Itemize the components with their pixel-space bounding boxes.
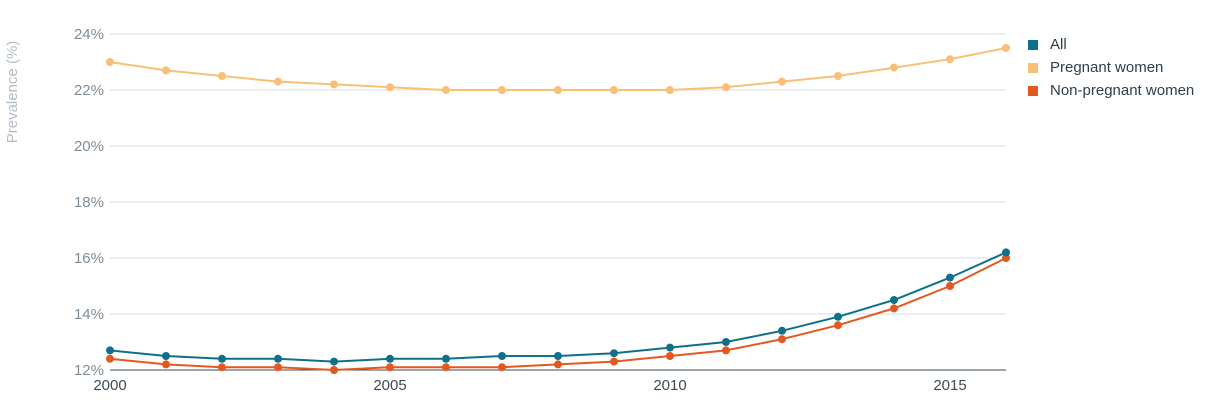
legend-swatch-non-pregnant-women — [1028, 85, 1038, 96]
x-tick-label: 2010 — [653, 377, 686, 394]
data-point-pregnant-women[interactable] — [890, 63, 898, 72]
data-point-all[interactable] — [946, 273, 954, 282]
data-point-pregnant-women[interactable] — [1002, 44, 1010, 52]
x-tick-label: 2015 — [933, 377, 966, 394]
y-tick-label: 18% — [74, 194, 104, 211]
legend-swatch-all — [1028, 39, 1038, 50]
legend-item-pregnant-women[interactable]: Pregnant women — [1028, 56, 1194, 79]
data-point-all[interactable] — [666, 343, 674, 352]
data-point-all[interactable] — [386, 354, 394, 363]
data-point-all[interactable] — [498, 352, 506, 360]
data-point-non-pregnant-women[interactable] — [498, 363, 506, 372]
data-point-pregnant-women[interactable] — [778, 77, 786, 86]
data-point-pregnant-women[interactable] — [946, 55, 954, 64]
data-point-non-pregnant-women[interactable] — [778, 335, 786, 344]
data-point-non-pregnant-women[interactable] — [218, 363, 226, 372]
data-point-all[interactable] — [890, 296, 898, 304]
data-point-all[interactable] — [162, 352, 170, 360]
data-point-all[interactable] — [722, 338, 730, 346]
series-pregnant-women — [106, 44, 1010, 94]
data-point-non-pregnant-women[interactable] — [162, 360, 170, 369]
series-lines — [106, 44, 1010, 374]
legend-item-all[interactable]: All — [1028, 33, 1194, 56]
y-tick-label: 20% — [74, 138, 104, 155]
data-point-all[interactable] — [106, 346, 114, 355]
y-tick-label: 22% — [74, 82, 104, 99]
series-all — [106, 248, 1010, 366]
data-point-non-pregnant-women[interactable] — [666, 352, 674, 360]
y-tick-label: 24% — [74, 26, 104, 43]
data-point-pregnant-women[interactable] — [666, 86, 674, 94]
legend-label-all: All — [1050, 36, 1067, 53]
x-tick-label: 2005 — [373, 377, 406, 394]
data-point-non-pregnant-women[interactable] — [106, 354, 114, 363]
data-point-non-pregnant-women[interactable] — [722, 346, 730, 355]
data-point-non-pregnant-women[interactable] — [386, 363, 394, 372]
data-point-pregnant-women[interactable] — [554, 86, 562, 94]
data-point-all[interactable] — [274, 354, 282, 363]
series-non-pregnant-women — [106, 254, 1010, 374]
data-point-non-pregnant-women[interactable] — [890, 304, 898, 313]
data-point-all[interactable] — [610, 349, 618, 358]
data-point-all[interactable] — [834, 312, 842, 321]
data-point-pregnant-women[interactable] — [834, 72, 842, 80]
legend-item-non-pregnant-women[interactable]: Non-pregnant women — [1028, 79, 1194, 102]
data-point-non-pregnant-women[interactable] — [946, 282, 954, 290]
y-axis-tick-labels: 12% 14% 16% 18% 20% 22% 24% — [74, 26, 104, 379]
data-point-pregnant-women[interactable] — [442, 86, 450, 94]
data-point-pregnant-women[interactable] — [218, 72, 226, 80]
data-point-all[interactable] — [330, 357, 338, 366]
data-point-all[interactable] — [442, 354, 450, 363]
y-axis-title: Prevalence (%) — [4, 41, 21, 144]
data-point-non-pregnant-women[interactable] — [1002, 254, 1010, 262]
data-point-pregnant-women[interactable] — [610, 86, 618, 94]
y-tick-label: 12% — [74, 362, 104, 379]
data-point-pregnant-women[interactable] — [106, 58, 114, 66]
data-point-pregnant-women[interactable] — [722, 83, 730, 92]
data-point-all[interactable] — [1002, 248, 1010, 257]
series-line-all — [109, 251, 1007, 363]
data-point-non-pregnant-women[interactable] — [554, 360, 562, 369]
y-tick-label: 16% — [74, 250, 104, 267]
data-point-non-pregnant-women[interactable] — [274, 363, 282, 372]
data-point-pregnant-women[interactable] — [274, 77, 282, 86]
series-line-pregnant-women — [109, 47, 1007, 91]
legend: All Pregnant women Non-pregnant women — [1028, 33, 1194, 102]
legend-swatch-pregnant-women — [1028, 62, 1038, 73]
x-tick-label: 2000 — [93, 377, 126, 394]
data-point-pregnant-women[interactable] — [386, 83, 394, 92]
data-point-all[interactable] — [218, 354, 226, 363]
data-point-non-pregnant-women[interactable] — [834, 321, 842, 330]
legend-label-non-pregnant-women: Non-pregnant women — [1050, 82, 1195, 99]
gridlines — [110, 33, 1006, 371]
data-point-pregnant-women[interactable] — [330, 80, 338, 89]
data-point-all[interactable] — [554, 352, 562, 360]
data-point-pregnant-women[interactable] — [498, 86, 506, 94]
legend-label-pregnant-women: Pregnant women — [1050, 59, 1164, 76]
data-point-pregnant-women[interactable] — [162, 66, 170, 75]
y-tick-label: 14% — [74, 306, 104, 323]
data-point-non-pregnant-women[interactable] — [610, 357, 618, 366]
data-point-non-pregnant-women[interactable] — [442, 363, 450, 372]
data-point-all[interactable] — [778, 326, 786, 335]
x-axis-tick-labels: 2000 2005 2010 2015 — [93, 377, 966, 394]
data-point-non-pregnant-women[interactable] — [330, 366, 338, 374]
